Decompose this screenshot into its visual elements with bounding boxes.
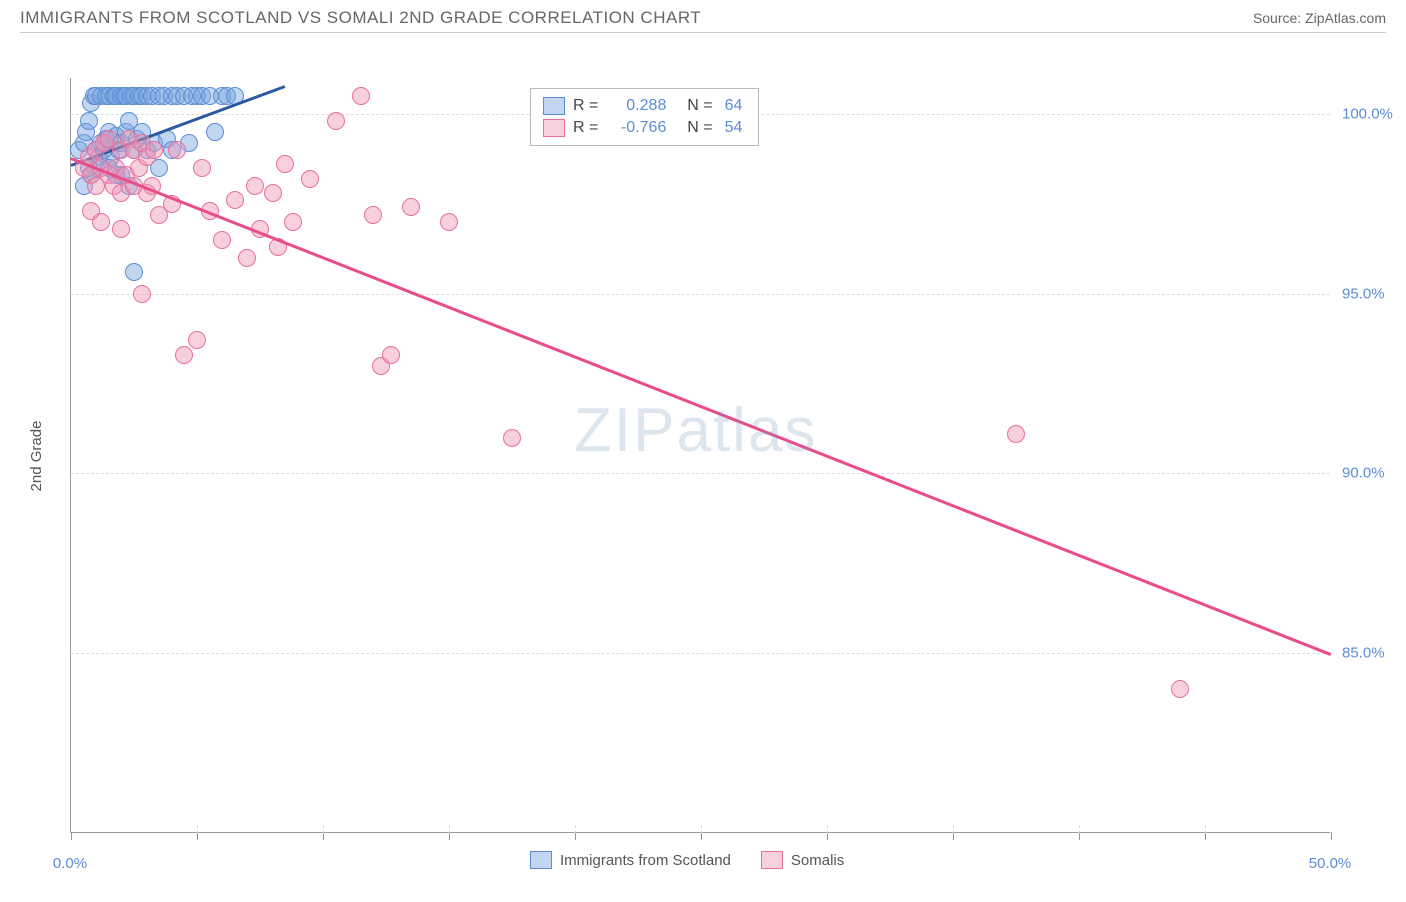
series-legend-label: Immigrants from Scotland	[560, 852, 731, 869]
gridline-vertical	[575, 825, 576, 833]
scatter-point	[206, 123, 224, 141]
scatter-point	[112, 220, 130, 238]
gridline-vertical	[827, 825, 828, 833]
scatter-point	[133, 285, 151, 303]
x-tick	[323, 832, 324, 840]
correlation-chart: 85.0%90.0%95.0%100.0%0.0%50.0%2nd GradeZ…	[20, 32, 1386, 902]
series-legend-item: Immigrants from Scotland	[530, 851, 731, 869]
scatter-point	[327, 112, 345, 130]
x-tick	[827, 832, 828, 840]
y-axis-label: 2nd Grade	[28, 420, 45, 491]
scatter-point	[246, 177, 264, 195]
legend-n-value: 64	[725, 97, 743, 115]
x-tick-label: 0.0%	[53, 855, 87, 872]
scatter-point	[213, 231, 231, 249]
scatter-point	[440, 213, 458, 231]
legend-r-label: R =	[573, 119, 598, 137]
x-tick	[197, 832, 198, 840]
scatter-point	[92, 213, 110, 231]
scatter-point	[364, 206, 382, 224]
gridline-horizontal	[71, 473, 1330, 474]
legend-r-label: R =	[573, 97, 598, 115]
source-prefix: Source:	[1253, 10, 1305, 26]
x-tick	[71, 832, 72, 840]
gridline-vertical	[701, 825, 702, 833]
gridline-vertical	[449, 825, 450, 833]
scatter-point	[382, 346, 400, 364]
chart-title: IMMIGRANTS FROM SCOTLAND VS SOMALI 2ND G…	[20, 8, 701, 28]
scatter-point	[503, 429, 521, 447]
scatter-point	[168, 141, 186, 159]
scatter-point	[402, 198, 420, 216]
plot-area	[70, 78, 1330, 833]
legend-swatch	[543, 97, 565, 115]
scatter-point	[1171, 680, 1189, 698]
scatter-point	[226, 191, 244, 209]
scatter-point	[145, 141, 163, 159]
x-tick	[1079, 832, 1080, 840]
scatter-point	[80, 112, 98, 130]
x-tick	[953, 832, 954, 840]
stats-legend: R = 0.288 N = 64 R = -0.766 N = 54	[530, 88, 759, 146]
series-legend: Immigrants from Scotland Somalis	[530, 851, 844, 869]
trend-line	[71, 157, 1332, 655]
legend-n-label: N =	[678, 97, 712, 115]
scatter-point	[125, 263, 143, 281]
scatter-point	[1007, 425, 1025, 443]
scatter-point	[276, 155, 294, 173]
scatter-point	[301, 170, 319, 188]
source-attribution: Source: ZipAtlas.com	[1253, 10, 1386, 26]
y-tick-label: 100.0%	[1342, 105, 1393, 122]
y-tick-label: 90.0%	[1342, 465, 1385, 482]
source-link[interactable]: ZipAtlas.com	[1305, 10, 1386, 26]
legend-n-value: 54	[725, 119, 743, 137]
series-legend-label: Somalis	[791, 852, 844, 869]
y-tick-label: 85.0%	[1342, 645, 1385, 662]
gridline-horizontal	[71, 653, 1330, 654]
legend-r-value: 0.288	[610, 97, 666, 115]
x-tick	[449, 832, 450, 840]
stats-legend-row: R = 0.288 N = 64	[543, 95, 746, 117]
legend-swatch	[543, 119, 565, 137]
x-tick	[701, 832, 702, 840]
legend-swatch	[761, 851, 783, 869]
stats-legend-row: R = -0.766 N = 54	[543, 117, 746, 139]
gridline-horizontal	[71, 294, 1330, 295]
scatter-point	[188, 331, 206, 349]
x-tick	[1331, 832, 1332, 840]
gridline-vertical	[1079, 825, 1080, 833]
x-tick	[1205, 832, 1206, 840]
gridline-vertical	[323, 825, 324, 833]
gridline-vertical	[1205, 825, 1206, 833]
scatter-point	[284, 213, 302, 231]
scatter-point	[352, 87, 370, 105]
scatter-point	[175, 346, 193, 364]
legend-n-label: N =	[678, 119, 712, 137]
scatter-point	[193, 159, 211, 177]
legend-swatch	[530, 851, 552, 869]
gridline-vertical	[197, 825, 198, 833]
x-tick	[575, 832, 576, 840]
y-tick-label: 95.0%	[1342, 285, 1385, 302]
legend-r-value: -0.766	[610, 119, 666, 137]
x-tick-label: 50.0%	[1309, 855, 1352, 872]
gridline-vertical	[953, 825, 954, 833]
series-legend-item: Somalis	[761, 851, 844, 869]
scatter-point	[238, 249, 256, 267]
scatter-point	[264, 184, 282, 202]
